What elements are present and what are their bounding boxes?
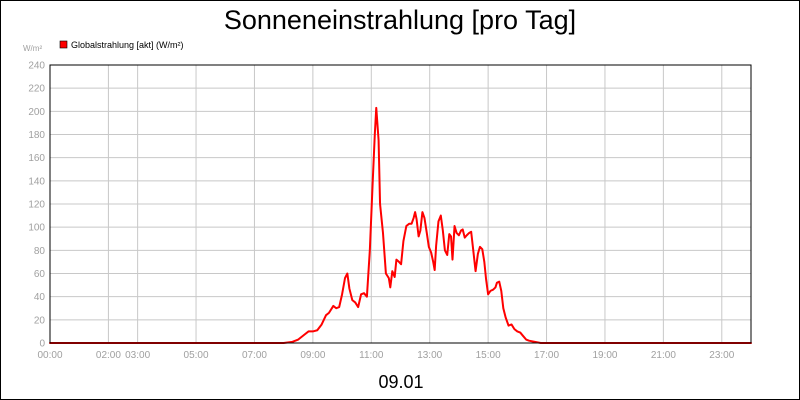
x-tick-label: 09:00 xyxy=(300,350,325,361)
x-tick-label: 21:00 xyxy=(651,350,676,361)
x-tick-label: 19:00 xyxy=(592,350,617,361)
y-tick-label: 80 xyxy=(34,246,46,257)
y-tick-label: 60 xyxy=(34,269,46,280)
x-axis-label: 09.01 xyxy=(378,372,423,392)
y-tick-label: 180 xyxy=(28,130,45,141)
legend: Globalstrahlung [akt] (W/m²) xyxy=(59,40,184,50)
y-tick-label: 220 xyxy=(28,84,45,95)
y-tick-label: 40 xyxy=(34,292,46,303)
plot-area-border xyxy=(49,64,752,344)
x-tick-label: 23:00 xyxy=(709,350,734,361)
y-tick-label: 200 xyxy=(28,107,45,118)
y-tick-label: 240 xyxy=(28,61,45,72)
x-tick-label: 03:00 xyxy=(125,350,150,361)
x-tick-label: 00:00 xyxy=(37,350,62,361)
grid xyxy=(49,64,752,344)
x-tick-label: 02:00 xyxy=(96,350,121,361)
x-axis-ticks: 00:00 02:00 03:00 05:00 07:00 09:00 11:00 13:00… xyxy=(37,350,734,361)
series-line-globalstrahlung xyxy=(49,106,752,344)
x-tick-label: 17:00 xyxy=(534,350,559,361)
x-tick-label: 13:00 xyxy=(417,350,442,361)
x-tick-label: 15:00 xyxy=(476,350,501,361)
y-tick-label: 100 xyxy=(28,223,45,234)
y-axis-ticks: 0 20 40 60 80 100 120 140 160 180 200 220 240 xyxy=(28,61,45,350)
x-tick-label: 07:00 xyxy=(242,350,267,361)
y-tick-label: 120 xyxy=(28,200,45,211)
legend-swatch xyxy=(59,40,68,49)
x-tick-label: 11:00 xyxy=(359,350,384,361)
x-tick-label: 05:00 xyxy=(184,350,209,361)
y-tick-label: 160 xyxy=(28,153,45,164)
y-tick-label: 20 xyxy=(34,315,46,326)
chart-title: Sonneneinstrahlung [pro Tag] xyxy=(224,5,576,35)
legend-label: Globalstrahlung [akt] (W/m²) xyxy=(71,40,184,50)
y-tick-label: 140 xyxy=(28,176,45,187)
series-layer xyxy=(49,106,752,344)
y-tick-label: 0 xyxy=(39,339,45,350)
y-unit-label: W/m² xyxy=(23,44,42,53)
